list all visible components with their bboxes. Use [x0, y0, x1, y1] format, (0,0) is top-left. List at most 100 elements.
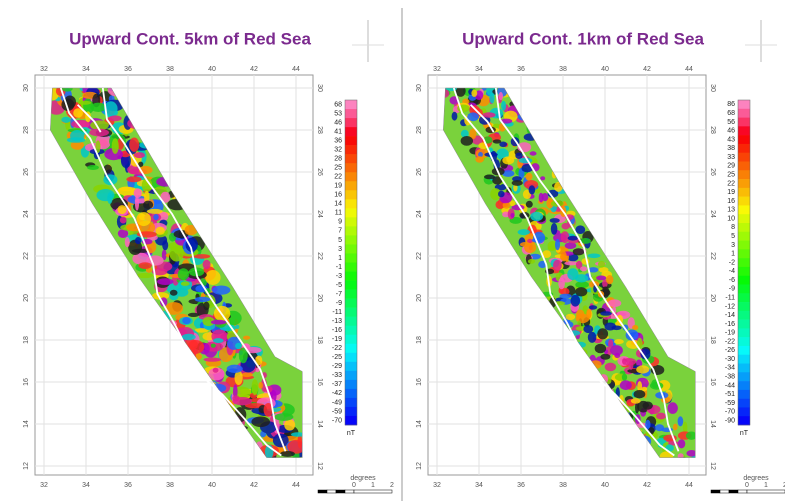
- anomaly-blob: [184, 224, 198, 236]
- legend-swatch: [738, 345, 750, 356]
- coastline: [494, 87, 680, 452]
- legend-swatch: [345, 334, 357, 345]
- legend-swatch: [738, 108, 750, 118]
- legend-label: -70: [332, 417, 342, 424]
- anomaly-blob: [495, 200, 505, 209]
- scale-segment: [353, 489, 393, 494]
- anomaly-blob: [469, 128, 477, 140]
- anomaly-blob: [210, 319, 227, 325]
- y-tick-label: 30: [316, 84, 323, 92]
- y-tick-label: 20: [709, 294, 716, 302]
- scale-segment: [344, 489, 355, 494]
- anomaly-blob: [460, 129, 469, 138]
- anomaly-blob: [502, 201, 511, 209]
- anomaly-blob: [157, 278, 174, 285]
- anomaly-blob: [677, 439, 686, 449]
- y-tick-label: 16: [23, 378, 30, 386]
- anomaly-blob: [152, 268, 168, 276]
- scale-segment: [719, 489, 730, 494]
- anomaly-blob: [492, 123, 501, 128]
- anomaly-blob: [610, 345, 623, 356]
- legend-label: -11: [725, 294, 735, 301]
- anomaly-blob: [549, 218, 560, 223]
- anomaly-blob: [542, 250, 552, 258]
- map-panel: Upward Cont. 5km of Red Sea3232343436363…: [23, 20, 394, 494]
- y-tick-label: 20: [316, 294, 323, 302]
- anomaly-blob: [637, 381, 643, 392]
- x-tick-label: 32: [40, 482, 48, 489]
- y-tick-label: 22: [416, 252, 423, 260]
- anomaly-blob: [541, 193, 549, 202]
- y-tick-label: 14: [416, 420, 423, 428]
- legend-label: -25: [332, 354, 342, 361]
- x-tick-label: 38: [166, 66, 174, 73]
- scale-segment: [326, 489, 337, 494]
- legend-label: 3: [338, 246, 342, 253]
- scale-tick-label: 2: [783, 482, 785, 489]
- legend-label: 1: [338, 255, 342, 262]
- legend-label: 10: [727, 215, 735, 222]
- y-tick-label: 24: [316, 210, 323, 218]
- anomaly-blob: [649, 381, 664, 390]
- legend-label: -33: [332, 372, 342, 379]
- anomaly-blob: [564, 242, 577, 250]
- anomaly-blob: [484, 174, 495, 180]
- legend-label: 56: [727, 119, 735, 126]
- anomaly-blob: [588, 267, 599, 273]
- anomaly-blob: [117, 205, 127, 215]
- legend-swatch: [738, 266, 750, 276]
- anomaly-blob: [162, 240, 169, 251]
- legend-swatch: [738, 363, 750, 373]
- anomaly-blob: [565, 313, 576, 321]
- anomaly-blob: [263, 403, 274, 417]
- anomaly-blob: [291, 432, 303, 437]
- x-tick-label: 44: [292, 482, 300, 489]
- scale-tick-label: 1: [371, 482, 375, 489]
- anomaly-blob: [560, 253, 566, 261]
- anomaly-blob: [659, 451, 673, 458]
- legend-swatch: [738, 398, 750, 408]
- anomaly-blob: [575, 287, 588, 297]
- y-tick-label: 16: [416, 378, 423, 386]
- anomaly-blob: [232, 397, 252, 406]
- scale-segment: [335, 489, 346, 494]
- anomaly-blob: [567, 235, 579, 241]
- anomaly-blob: [611, 325, 622, 331]
- anomaly-blob: [212, 285, 231, 295]
- legend-label: -4: [729, 268, 735, 275]
- anomaly-blob: [169, 245, 184, 262]
- legend-swatch: [738, 389, 750, 399]
- legend-label: 16: [334, 192, 342, 199]
- legend-label: 68: [334, 101, 342, 108]
- legend-label: 53: [334, 110, 342, 117]
- anomaly-blob: [135, 237, 142, 245]
- anomaly-blob: [234, 370, 243, 386]
- anomaly-blob: [502, 170, 515, 177]
- anomaly-blob: [255, 355, 263, 366]
- x-tick-label: 32: [433, 482, 441, 489]
- anomaly-blob: [475, 156, 484, 163]
- anomaly-blob: [598, 267, 609, 273]
- legend-swatch: [738, 143, 750, 154]
- legend-swatch: [345, 253, 357, 263]
- anomaly-blob: [575, 274, 589, 283]
- scale-tick-label: 1: [764, 482, 768, 489]
- x-tick-label: 42: [643, 482, 651, 489]
- anomaly-blob: [160, 191, 171, 203]
- legend-swatch: [738, 284, 750, 294]
- legend-swatch: [345, 361, 357, 372]
- legend-label: -90: [725, 417, 735, 424]
- anomaly-blob: [251, 416, 270, 428]
- anomaly-blob: [499, 141, 508, 148]
- anomaly-blob: [180, 281, 190, 286]
- legend-label: -44: [725, 382, 735, 389]
- anomaly-blob: [297, 433, 302, 449]
- legend-swatch: [345, 352, 357, 363]
- anomaly-blob: [515, 152, 523, 159]
- legend-label: -16: [332, 327, 342, 334]
- legend-swatch: [738, 416, 750, 426]
- x-tick-label: 36: [124, 482, 132, 489]
- anomaly-blob: [467, 112, 479, 122]
- anomaly-blob: [258, 382, 264, 389]
- anomaly-blob: [511, 180, 523, 186]
